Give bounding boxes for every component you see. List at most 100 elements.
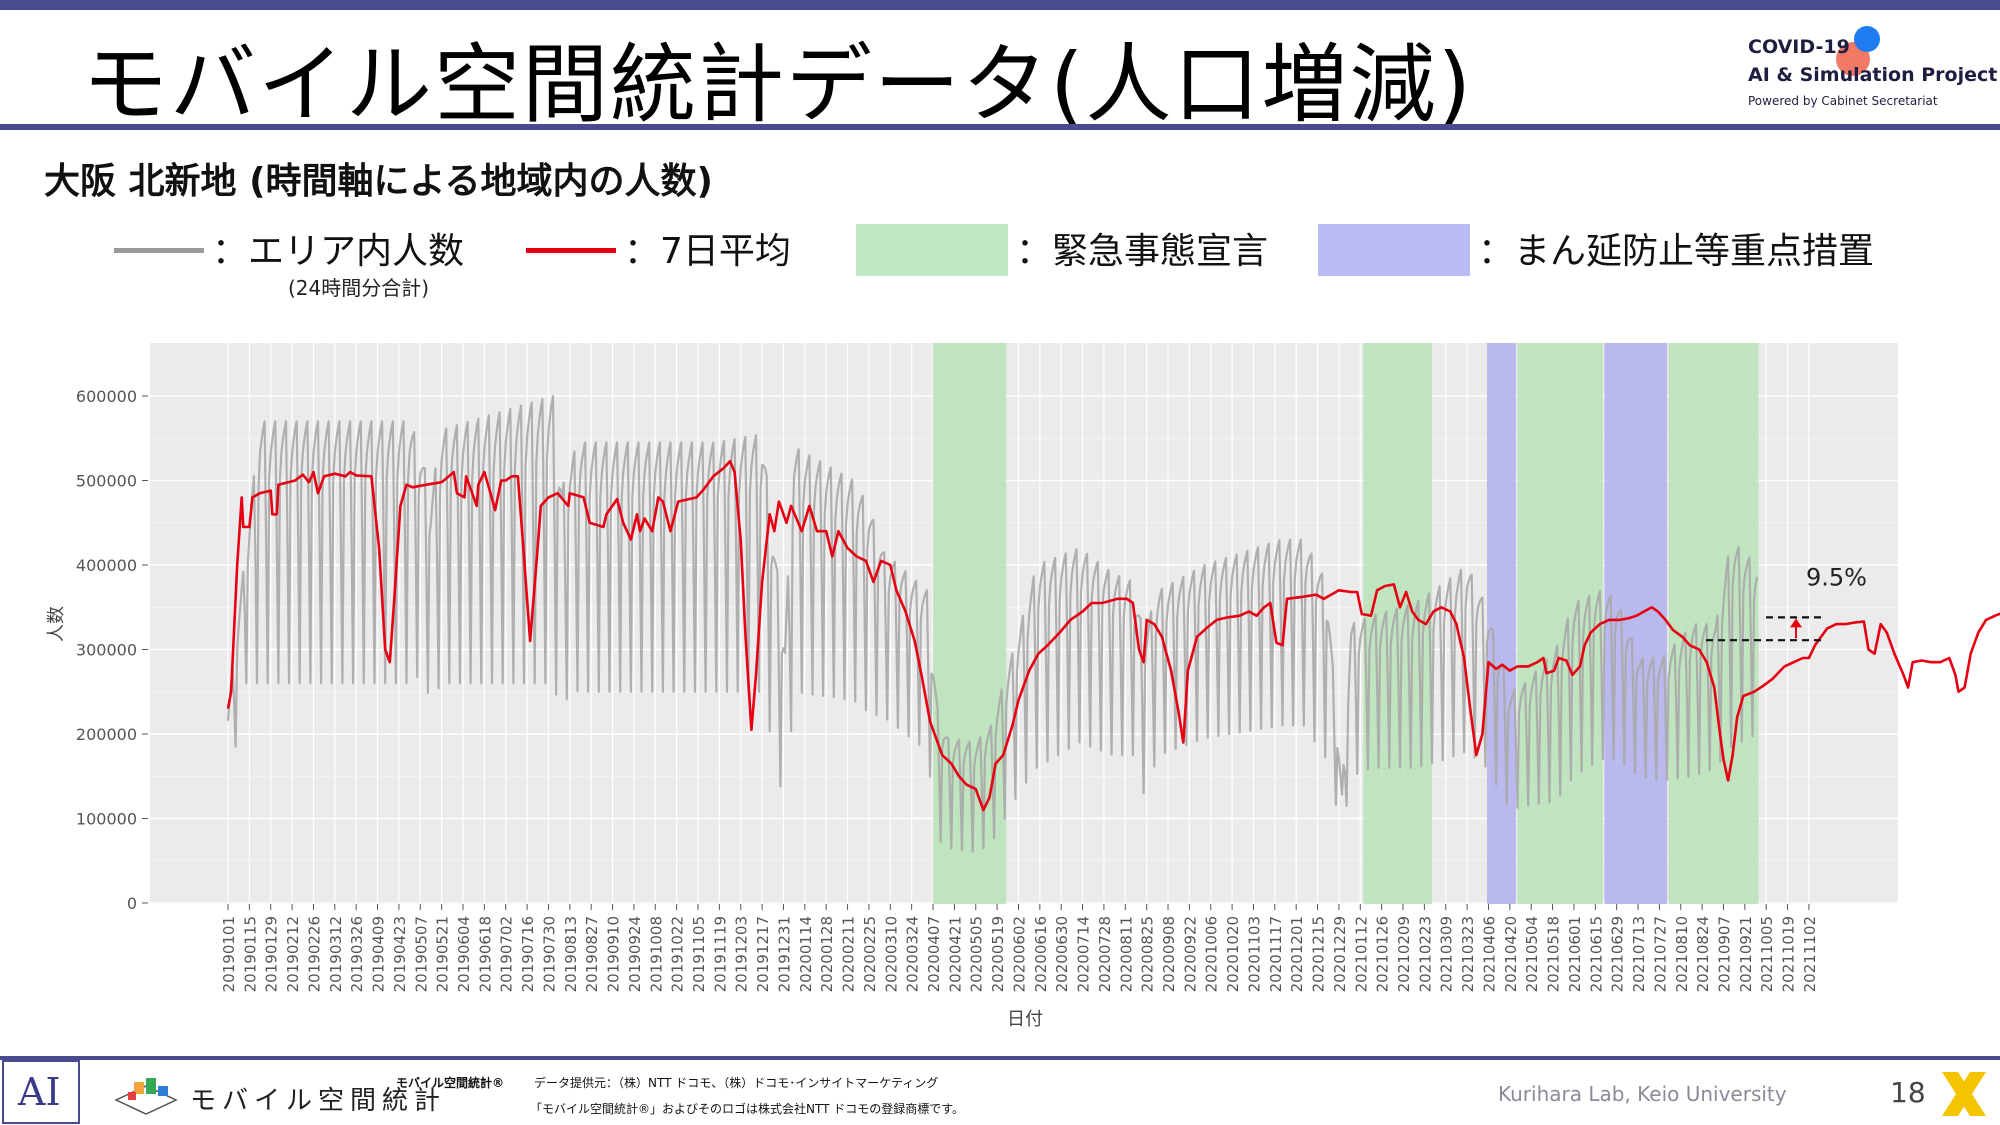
- priority-band: [1604, 343, 1668, 904]
- mobile-stats-logo: モバイル空間統計: [112, 1074, 440, 1120]
- footer-provider: データ提供元：（株）NTT ドコモ、（株）ドコモ･インサイトマーケティング: [534, 1076, 939, 1090]
- x-tick-label: 20190507: [412, 916, 430, 992]
- x-tick-label: 20210126: [1374, 916, 1392, 992]
- mobile-stats-logo-text: モバイル空間統計: [190, 1086, 447, 1116]
- x-tick-label: 20201020: [1224, 916, 1242, 992]
- x-tick-label: 20190226: [305, 916, 323, 992]
- x-tick-label: 20210601: [1566, 916, 1584, 992]
- x-tick-label: 20210810: [1673, 916, 1691, 992]
- y-tick-label: 400000: [76, 556, 137, 575]
- x-tick-label: 20200630: [1053, 916, 1071, 992]
- x-tick-label: 20190312: [327, 916, 345, 992]
- x-tick-label: 20200225: [861, 916, 879, 992]
- x-tick-label: 20190129: [263, 916, 281, 992]
- x-tick-label: 20210112: [1352, 916, 1370, 992]
- x-tick-label: 20190101: [220, 916, 238, 992]
- annotation-label: 9.5%: [1806, 563, 1867, 591]
- x-tick-label: 20201201: [1288, 916, 1306, 992]
- y-tick-label: 100000: [76, 810, 137, 829]
- legend-gray-line-icon: [114, 248, 204, 253]
- x-tick-label: 20211019: [1780, 916, 1798, 992]
- legend-emergency-label: ：緊急事態宣言: [1016, 231, 1269, 272]
- x-tick-label: 20200922: [1181, 916, 1199, 992]
- x-tick-label: 20190115: [241, 916, 259, 992]
- logo-line-3: Powered by Cabinet Secretariat: [1748, 94, 1938, 108]
- x-tick-label: 20210223: [1416, 916, 1434, 992]
- x-tick-label: 20190716: [519, 916, 537, 992]
- x-tick-label: 20200407: [925, 916, 943, 992]
- x-tick-label: 20191119: [711, 916, 729, 992]
- x-tick-label: 20200324: [904, 916, 922, 992]
- x-axis-label: 日付: [1007, 1009, 1043, 1030]
- chart-subtitle: 大阪 北新地 (時間軸による地域内の人数): [44, 161, 713, 202]
- y-tick-label: 300000: [76, 641, 137, 660]
- cube-logo-icon: [114, 1078, 178, 1115]
- x-tick-label: 20200310: [882, 916, 900, 992]
- y-axis-label: 人数: [46, 606, 67, 642]
- x-tick-label: 20190702: [498, 916, 516, 992]
- covid-project-logo: COVID-19 AI & Simulation Project Powered…: [1740, 26, 1997, 116]
- x-tick-label: 20190910: [605, 916, 623, 992]
- annotation-arrow-head-icon: [1790, 618, 1802, 628]
- x-tick-label: 20210209: [1395, 916, 1413, 992]
- x-tick-label: 20190730: [540, 916, 558, 992]
- x-tick-label: 20190521: [434, 916, 452, 992]
- x-tick-label: 20190618: [476, 916, 494, 992]
- x-tick-label: 20200908: [1160, 916, 1178, 992]
- lab-credit: Kurihara Lab, Keio University: [1498, 1082, 1787, 1106]
- x-tick-label: 20191008: [647, 916, 665, 992]
- x-tick-label: 20201006: [1203, 916, 1221, 992]
- x-tick-label: 20190827: [583, 916, 601, 992]
- x-tick-label: 20201103: [1245, 916, 1263, 992]
- y-tick-label: 0: [127, 894, 137, 913]
- x-tick-label: 20200616: [1032, 916, 1050, 992]
- x-tick-label: 20190326: [348, 916, 366, 992]
- y-tick-label: 500000: [76, 472, 137, 491]
- x-tick-label: 20200505: [968, 916, 986, 992]
- legend-area-label: ：エリア内人数: [212, 231, 465, 272]
- x-tick-label: 20201229: [1331, 916, 1349, 992]
- footer-brand: モバイル空間統計®: [396, 1076, 505, 1090]
- x-tick-label: 20210309: [1438, 916, 1456, 992]
- x-tick-label: 20191203: [733, 916, 751, 992]
- x-tick-label: 20210518: [1545, 916, 1563, 992]
- x-tick-label: 20200114: [797, 916, 815, 992]
- x-tick-label: 20190924: [626, 916, 644, 992]
- x-tick-label: 20200421: [946, 916, 964, 992]
- y-tick-label: 200000: [76, 725, 137, 744]
- population-chart: 0 100000 200000 300000 400000 500000 600000 20…: [46, 343, 2000, 1030]
- header-top-bar: [0, 0, 2000, 10]
- x-tick-label: 20200811: [1117, 916, 1135, 992]
- x-tick-label: 20190604: [455, 916, 473, 992]
- x-tick-label: 20200714: [1075, 916, 1093, 992]
- logo-line-1: COVID-19: [1748, 36, 1850, 58]
- page-title: モバイル空間統計データ(人口増減): [82, 35, 1474, 135]
- x-tick-label: 20191022: [669, 916, 687, 992]
- legend-avg-label: ：7日平均: [624, 231, 791, 272]
- x-tick-label: 20190212: [284, 916, 302, 992]
- x-tick-label: 20190423: [391, 916, 409, 992]
- x-tick-label: 20210907: [1715, 916, 1733, 992]
- x-tick-label: 20210323: [1459, 916, 1477, 992]
- legend-green-swatch-icon: [856, 224, 1008, 276]
- footer-trademark: 「モバイル空間統計®」およびそのロゴは株式会社NTT ドコモの登録商標です。: [530, 1102, 965, 1116]
- x-tick-label: 20210727: [1651, 916, 1669, 992]
- legend-purple-swatch-icon: [1318, 224, 1470, 276]
- x-tick-label: 20211005: [1758, 916, 1776, 992]
- ai-lab-logo: AI: [2, 1060, 80, 1124]
- x-tick-label: 20201215: [1310, 916, 1328, 992]
- x-tick-label: 20200728: [1096, 916, 1114, 992]
- emergency-band: [1668, 343, 1759, 904]
- x-tick-label: 20210504: [1523, 916, 1541, 992]
- x-tick-label: 20210629: [1609, 916, 1627, 992]
- x-tick-label: 20210420: [1502, 916, 1520, 992]
- x-tick-label: 20201117: [1267, 916, 1285, 992]
- x-tick-label: 20210824: [1694, 916, 1712, 992]
- footer-divider: [0, 1056, 2000, 1060]
- priority-band: [1486, 343, 1516, 904]
- logo-line-2: AI & Simulation Project: [1748, 64, 1998, 86]
- x-tick-label: 20210406: [1480, 916, 1498, 992]
- x-tick-label: 20200825: [1139, 916, 1157, 992]
- x-brand-icon: [1942, 1072, 1986, 1116]
- x-tick-label: 20200602: [1010, 916, 1028, 992]
